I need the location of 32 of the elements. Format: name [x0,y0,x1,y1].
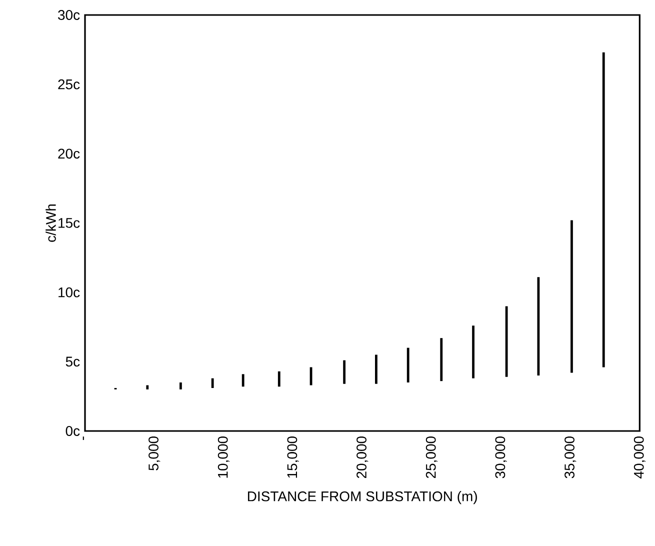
x-tick-label: 35,000 [564,436,576,478]
y-tick-label: 10c [58,287,80,298]
y-axis-title: c/kWh [46,204,56,242]
x-tick-label: 15,000 [287,436,299,478]
bar [472,326,474,378]
bar [278,371,280,387]
x-tick-label: 10,000 [218,436,230,478]
x-tick-label: - [82,436,84,440]
x-axis-title: DISTANCE FROM SUBSTATION (m) [248,491,477,504]
bar [505,306,508,377]
x-tick-label: 25,000 [426,436,438,478]
y-tick-label: 20c [58,148,80,159]
bar [602,52,605,368]
x-tick-label: 5,000 [148,436,160,470]
bar [570,220,573,373]
x-tick-label: 40,000 [634,436,646,478]
y-tick-label: 15c [58,218,80,228]
bar [211,378,214,388]
x-tick-label: 30,000 [495,436,507,478]
bar [343,360,346,384]
y-tick-label: 5c [66,356,80,367]
y-tick-label: 30c [58,10,80,20]
bar [179,382,182,390]
y-tick-label: 25c [58,79,80,90]
x-tick-label: 20,000 [356,436,368,478]
y-tick-label: 0c [66,426,80,436]
bar [375,354,378,384]
bar [440,338,443,382]
bar [406,348,410,382]
bar [537,277,540,376]
bar [242,374,244,387]
bar [146,385,149,390]
